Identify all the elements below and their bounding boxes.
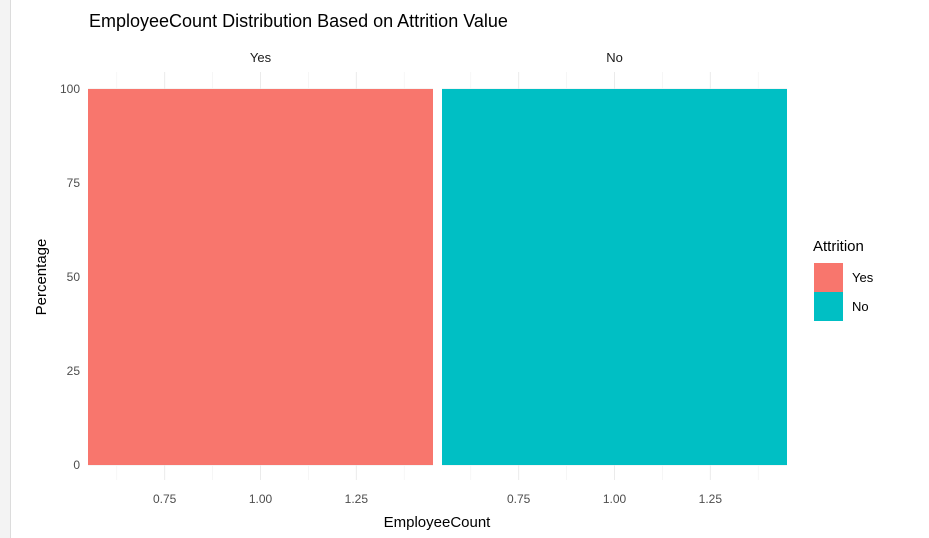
x-tick-label: 1.25 <box>699 492 723 506</box>
y-tick-label: 0 <box>73 458 80 472</box>
y-tick-label: 50 <box>67 270 81 284</box>
facet-label-yes: Yes <box>250 50 272 65</box>
y-tick-label: 75 <box>67 176 81 190</box>
facet-label-no: No <box>606 50 623 65</box>
x-tick-label: 0.75 <box>507 492 531 506</box>
chart-title: EmployeeCount Distribution Based on Attr… <box>89 11 508 31</box>
legend-title: Attrition <box>813 238 864 255</box>
left-scroll-gutter <box>0 0 11 538</box>
x-axis-title: EmployeeCount <box>384 514 492 531</box>
legend-label-yes: Yes <box>852 270 874 285</box>
x-tick-label: 1.00 <box>249 492 273 506</box>
legend-key-yes <box>814 263 843 292</box>
x-tick-label: 1.25 <box>345 492 369 506</box>
x-tick-label: 1.00 <box>603 492 627 506</box>
legend-key-no <box>814 292 843 321</box>
y-axis-title: Percentage <box>33 239 50 316</box>
bar-yes <box>88 89 433 465</box>
legend-label-no: No <box>852 299 869 314</box>
y-tick-label: 25 <box>67 364 81 378</box>
bar-no <box>442 89 787 465</box>
x-tick-label: 0.75 <box>153 492 177 506</box>
y-tick-label: 100 <box>60 82 80 96</box>
